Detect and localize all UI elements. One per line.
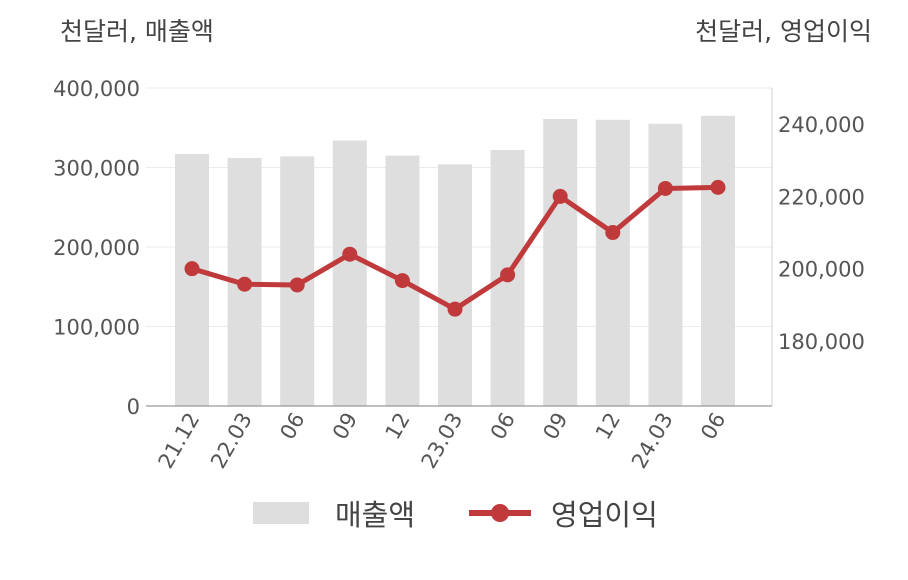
right-tick-label-1: 200,000 — [778, 258, 865, 282]
left-tick-label-1: 100,000 — [53, 316, 140, 340]
line-point-2 — [289, 277, 305, 293]
left-axis-unit-label: 천달러, 매출액 — [60, 17, 214, 46]
bar-10 — [701, 115, 735, 406]
x-tick-label-7: 09 — [538, 409, 572, 444]
bar-0 — [175, 153, 209, 406]
x-tick-label-3: 09 — [328, 409, 362, 444]
x-tick-label-10: 06 — [696, 409, 730, 444]
line-point-8 — [605, 225, 621, 241]
legend-item-bar: 매출액 — [253, 492, 415, 534]
left-axis-ticks: 0 100,000 200,000 300,000 400,000 — [53, 77, 140, 419]
line-point-9 — [657, 180, 673, 196]
bar-7 — [543, 119, 578, 406]
legend-line-label: 영업이익 — [551, 498, 658, 532]
left-tick-label-4: 400,000 — [53, 77, 140, 101]
line-point-6 — [500, 267, 516, 283]
x-tick-label-0: 21.12 — [153, 409, 204, 473]
x-tick-label-9: 24.03 — [627, 409, 678, 473]
legend-item-line: 영업이익 — [469, 492, 658, 534]
line-point-7 — [552, 188, 568, 204]
left-tick-label-0: 0 — [127, 395, 140, 419]
right-axis-unit-label: 천달러, 영업이익 — [695, 17, 872, 46]
bar-3 — [332, 140, 367, 406]
x-axis-ticks: 21.12 22.03 06 09 12 23.03 06 09 12 24.03 06 — [153, 409, 730, 473]
line-point-3 — [342, 246, 358, 262]
x-tick-label-1: 22.03 — [206, 409, 257, 473]
bar-series — [175, 115, 735, 407]
left-tick-label-2: 200,000 — [53, 236, 140, 260]
line-point-1 — [237, 276, 253, 292]
right-tick-label-3: 240,000 — [778, 113, 865, 137]
line-point-10 — [710, 179, 726, 195]
right-axis-ticks: 180,000 200,000 220,000 240,000 — [778, 113, 865, 354]
bar-5 — [438, 164, 472, 406]
line-point-0 — [184, 261, 200, 277]
right-tick-label-0: 180,000 — [778, 330, 865, 354]
legend: 매출액 영업이익 — [253, 492, 712, 534]
bar-9 — [648, 123, 683, 407]
left-tick-label-3: 300,000 — [53, 157, 140, 181]
line-point-4 — [394, 273, 410, 289]
line-series — [184, 179, 726, 317]
right-tick-label-2: 220,000 — [778, 185, 865, 209]
x-tick-label-5: 23.03 — [416, 409, 467, 473]
legend-line-swatch — [469, 502, 532, 524]
legend-bar-swatch — [253, 502, 309, 524]
x-tick-label-4: 12 — [381, 409, 415, 444]
axis-lines — [146, 88, 773, 407]
bar-8 — [595, 119, 630, 407]
line-point-5 — [447, 301, 463, 317]
x-tick-label-2: 06 — [275, 409, 309, 444]
x-tick-label-8: 12 — [591, 409, 625, 444]
legend-bar-label: 매출액 — [335, 498, 416, 532]
x-tick-label-6: 06 — [486, 409, 520, 444]
